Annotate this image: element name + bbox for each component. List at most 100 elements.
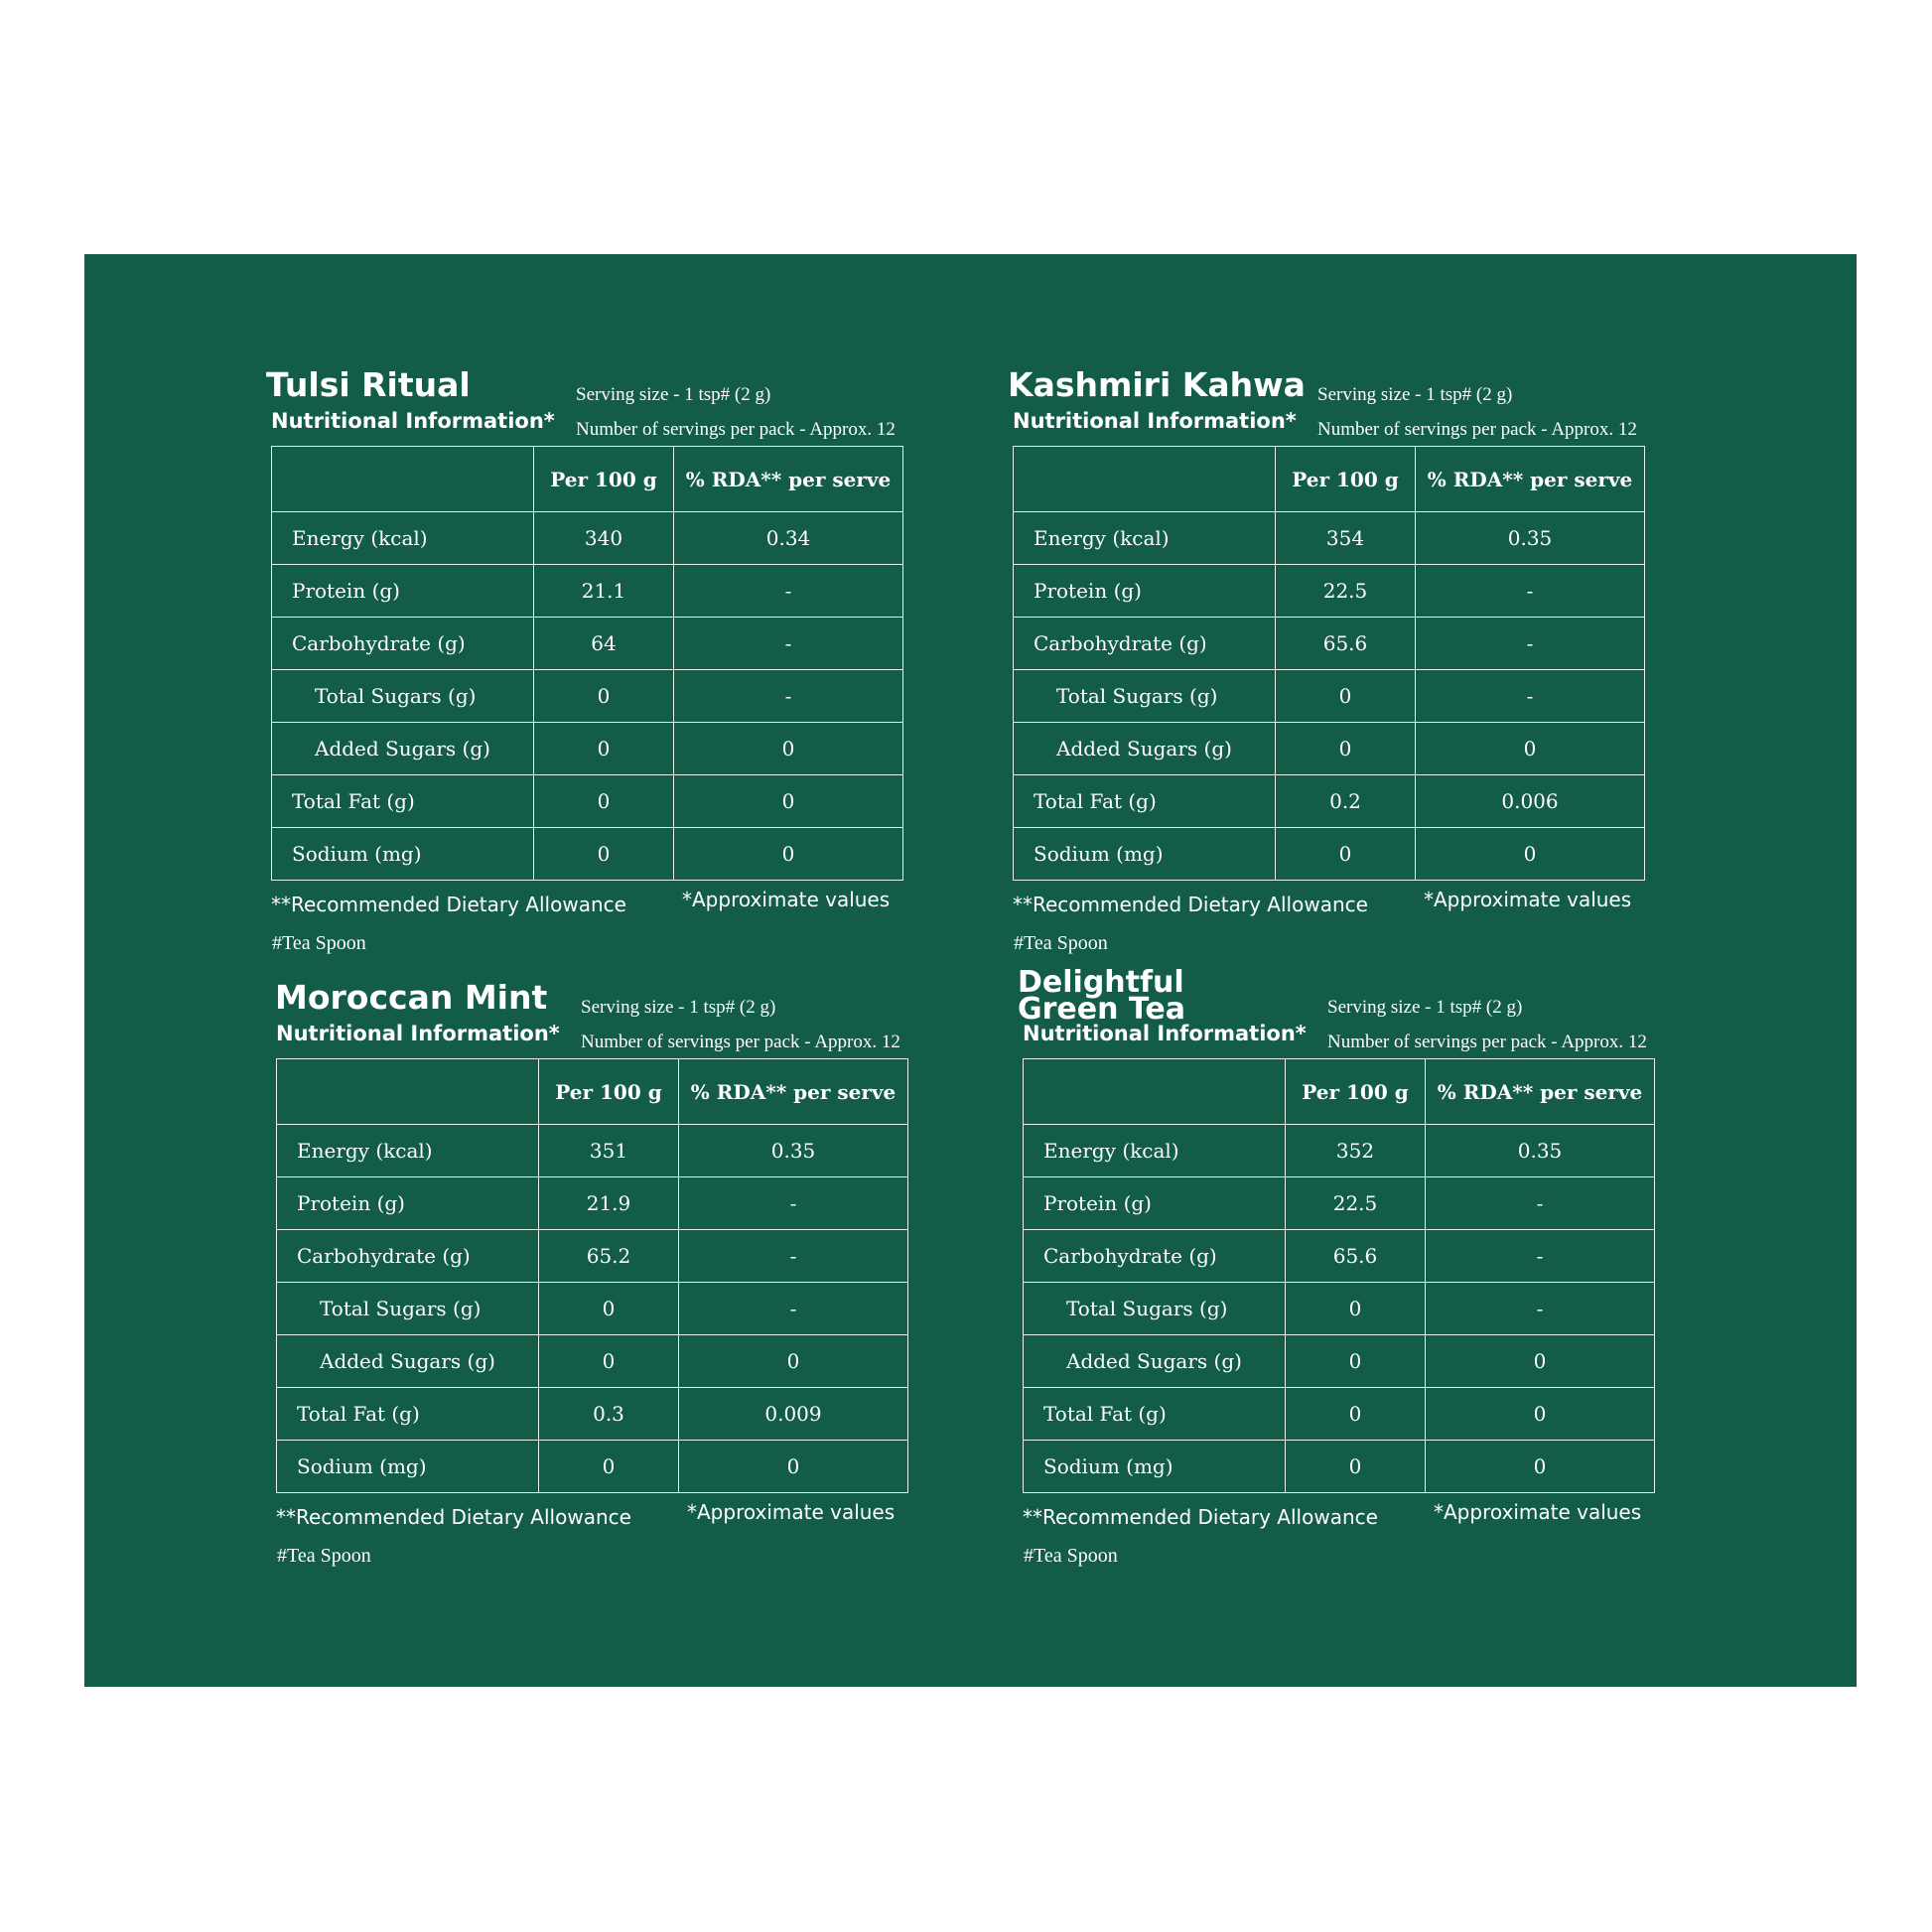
rda-value: - [673, 669, 903, 723]
table-row: Total Sugars (g) 0 - [271, 669, 903, 723]
table-row: Total Sugars (g) 0 - [1023, 1282, 1655, 1335]
teaspoon-footnote: #Tea Spoon [1024, 1545, 1118, 1567]
rda-value: 0.35 [1415, 511, 1645, 565]
approx-footnote: *Approximate values [682, 888, 891, 911]
table-row: Protein (g) 22.5 - [1023, 1176, 1655, 1230]
nutrient-label: Energy (kcal) [271, 511, 534, 565]
nutrition-panel: Kashmiri Kahwa Nutritional Information* … [1008, 359, 1762, 975]
rda-value: - [678, 1282, 908, 1335]
nutrient-label: Added Sugars (g) [1023, 1334, 1286, 1388]
per-100g-value: 0.2 [1275, 774, 1416, 828]
serving-size: Serving size - 1 tsp# (2 g) [1317, 384, 1513, 405]
rda-value: 0 [1415, 722, 1645, 775]
rda-value: 0.009 [678, 1387, 908, 1441]
nutrient-label: Total Fat (g) [1013, 774, 1276, 828]
nutrient-label: Total Fat (g) [271, 774, 534, 828]
per-100g-value: 0 [538, 1282, 679, 1335]
table-row: Total Sugars (g) 0 - [1013, 669, 1645, 723]
nutrition-table: Per 100 g % RDA** per serve Energy (kcal… [1023, 1058, 1655, 1493]
nutrient-label: Added Sugars (g) [276, 1334, 539, 1388]
nutrition-table: Per 100 g % RDA** per serve Energy (kcal… [276, 1058, 908, 1493]
rda-value: 0 [678, 1334, 908, 1388]
nutrition-table: Per 100 g % RDA** per serve Energy (kcal… [271, 446, 903, 881]
nutrient-label: Total Sugars (g) [271, 669, 534, 723]
header-per-100g: Per 100 g [1275, 446, 1416, 512]
per-100g-value: 352 [1285, 1124, 1426, 1177]
rda-value: 0 [1425, 1440, 1655, 1493]
nutrition-panel: Moroccan Mint Nutritional Information* S… [271, 972, 1026, 1587]
serving-info: Serving size - 1 tsp# (2 g) Number of se… [1327, 990, 1647, 1059]
nutrient-label: Sodium (mg) [1013, 827, 1276, 881]
nutrient-label: Carbohydrate (g) [276, 1229, 539, 1283]
serving-size: Serving size - 1 tsp# (2 g) [1327, 997, 1523, 1018]
header-rda: % RDA** per serve [673, 446, 903, 512]
table-header: Per 100 g % RDA** per serve [276, 1058, 908, 1125]
header-rda: % RDA** per serve [678, 1058, 908, 1125]
header-per-100g: Per 100 g [1285, 1058, 1426, 1125]
nutrient-label: Energy (kcal) [1013, 511, 1276, 565]
section-subtitle: Nutritional Information* [271, 409, 555, 433]
per-100g-value: 64 [533, 617, 674, 670]
approx-footnote: *Approximate values [687, 1500, 896, 1524]
table-row: Added Sugars (g) 0 0 [276, 1334, 908, 1388]
section-subtitle: Nutritional Information* [1013, 409, 1297, 433]
servings-per-pack: Number of servings per pack - Approx. 12 [1317, 419, 1637, 440]
product-title: Tulsi Ritual [266, 365, 471, 404]
per-100g-value: 0 [1275, 669, 1416, 723]
rda-value: 0 [1425, 1334, 1655, 1388]
rda-value: 0.35 [1425, 1124, 1655, 1177]
nutrient-label: Total Sugars (g) [1013, 669, 1276, 723]
per-100g-value: 0 [1275, 722, 1416, 775]
per-100g-value: 0 [533, 722, 674, 775]
rda-value: 0.35 [678, 1124, 908, 1177]
rda-value: - [1415, 617, 1645, 670]
header-per-100g: Per 100 g [533, 446, 674, 512]
table-row: Protein (g) 21.1 - [271, 564, 903, 618]
per-100g-value: 0 [1285, 1387, 1426, 1441]
per-100g-value: 0 [1285, 1334, 1426, 1388]
serving-info: Serving size - 1 tsp# (2 g) Number of se… [581, 990, 900, 1059]
table-row: Sodium (mg) 0 0 [1013, 827, 1645, 881]
table-row: Sodium (mg) 0 0 [1023, 1440, 1655, 1493]
rda-value: 0.006 [1415, 774, 1645, 828]
rda-value: 0 [678, 1440, 908, 1493]
rda-value: - [1415, 564, 1645, 618]
product-title: Kashmiri Kahwa [1008, 365, 1306, 404]
nutrient-label: Total Sugars (g) [276, 1282, 539, 1335]
table-row: Energy (kcal) 354 0.35 [1013, 511, 1645, 565]
table-row: Carbohydrate (g) 65.2 - [276, 1229, 908, 1283]
nutrient-label: Total Fat (g) [1023, 1387, 1286, 1441]
rda-value: - [678, 1229, 908, 1283]
rda-value: 0 [1415, 827, 1645, 881]
table-row: Added Sugars (g) 0 0 [1023, 1334, 1655, 1388]
per-100g-value: 0 [1275, 827, 1416, 881]
header-per-100g: Per 100 g [538, 1058, 679, 1125]
rda-value: 0 [673, 722, 903, 775]
per-100g-value: 0 [1285, 1440, 1426, 1493]
per-100g-value: 0.3 [538, 1387, 679, 1441]
table-row: Protein (g) 22.5 - [1013, 564, 1645, 618]
product-title: Moroccan Mint [275, 978, 548, 1017]
per-100g-value: 0 [538, 1440, 679, 1493]
nutrient-label: Sodium (mg) [1023, 1440, 1286, 1493]
per-100g-value: 340 [533, 511, 674, 565]
table-header: Per 100 g % RDA** per serve [1023, 1058, 1655, 1125]
nutrient-label: Sodium (mg) [276, 1440, 539, 1493]
nutrient-label: Protein (g) [276, 1176, 539, 1230]
rda-value: 0.34 [673, 511, 903, 565]
nutrient-label: Carbohydrate (g) [1013, 617, 1276, 670]
per-100g-value: 65.6 [1275, 617, 1416, 670]
table-row: Carbohydrate (g) 65.6 - [1023, 1229, 1655, 1283]
header-nutrient [276, 1058, 539, 1125]
rda-value: - [1425, 1176, 1655, 1230]
header-rda: % RDA** per serve [1415, 446, 1645, 512]
table-row: Energy (kcal) 352 0.35 [1023, 1124, 1655, 1177]
table-header: Per 100 g % RDA** per serve [1013, 446, 1645, 512]
teaspoon-footnote: #Tea Spoon [272, 932, 366, 954]
per-100g-value: 22.5 [1285, 1176, 1426, 1230]
rda-value: - [673, 564, 903, 618]
serving-size: Serving size - 1 tsp# (2 g) [576, 384, 771, 405]
approx-footnote: *Approximate values [1424, 888, 1632, 911]
nutrition-table: Per 100 g % RDA** per serve Energy (kcal… [1013, 446, 1645, 881]
per-100g-value: 22.5 [1275, 564, 1416, 618]
